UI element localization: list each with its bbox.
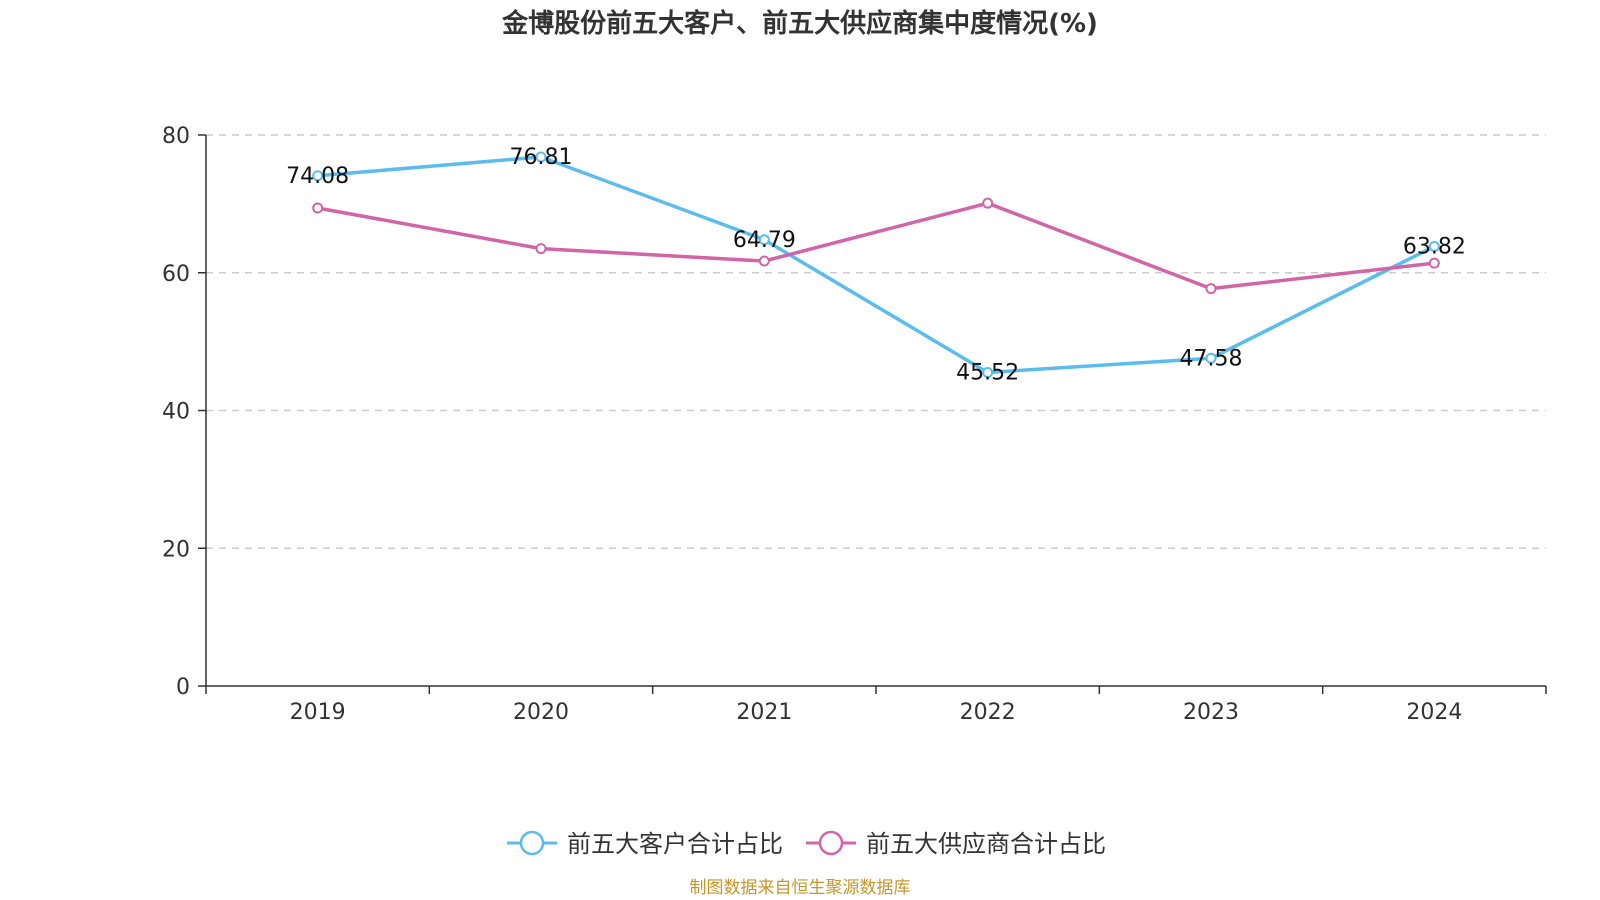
data-point[interactable] [758,255,770,267]
source-note: 制图数据来自恒生聚源数据库 [690,878,911,898]
grid-lines [206,134,1546,549]
data-labels: 74.08 76.81 64.79 45.52 47.58 63.82 [286,145,1466,386]
data-label: 64.79 [733,228,796,253]
data-label: 63.82 [1403,234,1466,259]
data-label: 45.52 [956,360,1019,385]
x-tick-label: 2022 [960,700,1016,725]
data-point[interactable] [982,197,994,209]
data-point[interactable] [312,170,324,182]
x-tick-label: 2019 [290,700,346,725]
legend-item-1[interactable]: 前五大客户合计占比 [507,830,783,858]
y-tick-label: 40 [162,400,190,425]
data-point[interactable] [1205,352,1217,364]
data-label: 76.81 [510,145,573,170]
axes: 0 20 40 60 80 2019 2020 2021 2022 2023 2024 [162,124,1547,725]
data-point[interactable] [535,243,547,255]
data-point[interactable] [1205,283,1217,295]
legend-label: 前五大客户合计占比 [567,830,783,858]
y-tick-label: 20 [162,537,190,562]
x-tick-label: 2024 [1406,700,1462,725]
x-tick-label: 2020 [513,700,569,725]
data-label: 74.08 [286,164,349,189]
data-point[interactable] [758,234,770,246]
data-point[interactable] [312,202,324,214]
data-label: 47.58 [1180,346,1243,371]
y-tick-label: 80 [162,124,190,149]
legend-marker [519,830,545,856]
y-tick-label: 60 [162,262,190,287]
x-tick-label: 2021 [736,700,792,725]
series-line-1 [317,155,1436,375]
legend-label: 前五大供应商合计占比 [866,830,1106,858]
legend[interactable]: 前五大客户合计占比 前五大供应商合计占比 [507,830,1106,858]
data-point[interactable] [982,366,994,378]
data-point[interactable] [1428,240,1440,252]
series-layer [312,151,1440,378]
data-point[interactable] [535,151,547,163]
data-point[interactable] [1428,257,1440,269]
legend-item-2[interactable]: 前五大供应商合计占比 [806,830,1106,858]
y-tick-label: 0 [176,675,190,700]
series-line-2 [317,201,1435,291]
chart-title: 金博股份前五大客户、前五大供应商集中度情况(%) [501,8,1098,39]
x-tick-label: 2023 [1183,700,1239,725]
legend-marker [818,830,844,856]
